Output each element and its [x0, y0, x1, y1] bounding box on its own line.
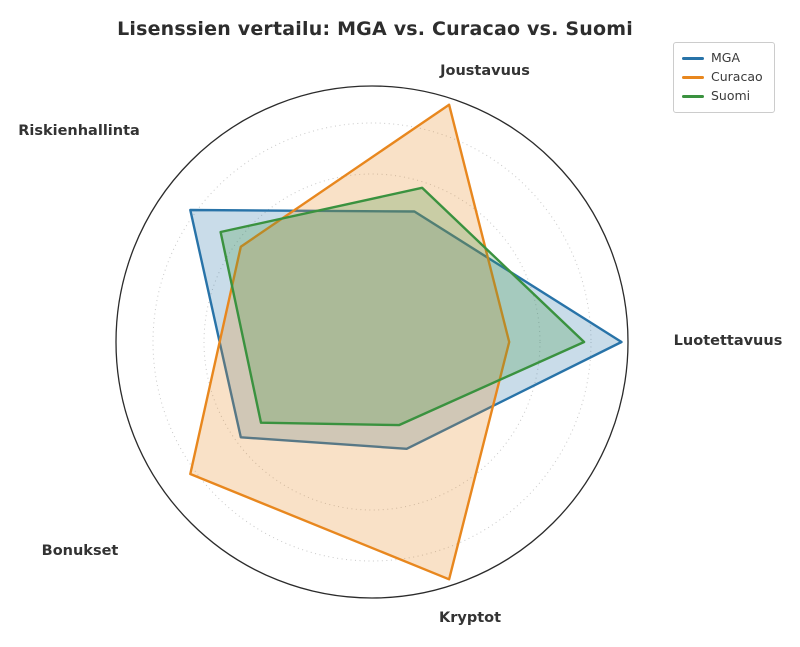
- series-polygon-mga: [189, 208, 623, 450]
- series-polygon-suomi: [219, 186, 586, 427]
- series-polygon-curacao: [189, 103, 511, 581]
- legend: MGA Curacao Suomi: [673, 42, 775, 113]
- axis-label-kryptot: Kryptot: [438, 610, 502, 626]
- legend-item-suomi: Suomi: [682, 87, 766, 106]
- legend-item-mga: MGA: [682, 49, 766, 68]
- legend-label-mga: MGA: [711, 50, 741, 66]
- legend-swatch-mga: [682, 57, 704, 60]
- axis-label-joustavuus: Joustavuus: [440, 63, 530, 79]
- axis-label-luotettavuus: Luotettavuus: [673, 333, 783, 349]
- legend-label-curacao: Curacao: [711, 69, 763, 85]
- axis-label-riskienhallinta: Riskienhallinta: [18, 123, 140, 139]
- chart-title: Lisenssien vertailu: MGA vs. Curacao vs.…: [117, 18, 633, 40]
- radar-outer-circle: [115, 85, 629, 599]
- axis-label-bonukset: Bonukset: [41, 543, 119, 559]
- legend-label-suomi: Suomi: [711, 88, 751, 104]
- legend-swatch-suomi: [682, 95, 704, 98]
- radar-gridline-outer: [152, 122, 592, 562]
- radar-gridline-inner: [203, 173, 541, 511]
- legend-swatch-curacao: [682, 76, 704, 79]
- legend-item-curacao: Curacao: [682, 68, 766, 87]
